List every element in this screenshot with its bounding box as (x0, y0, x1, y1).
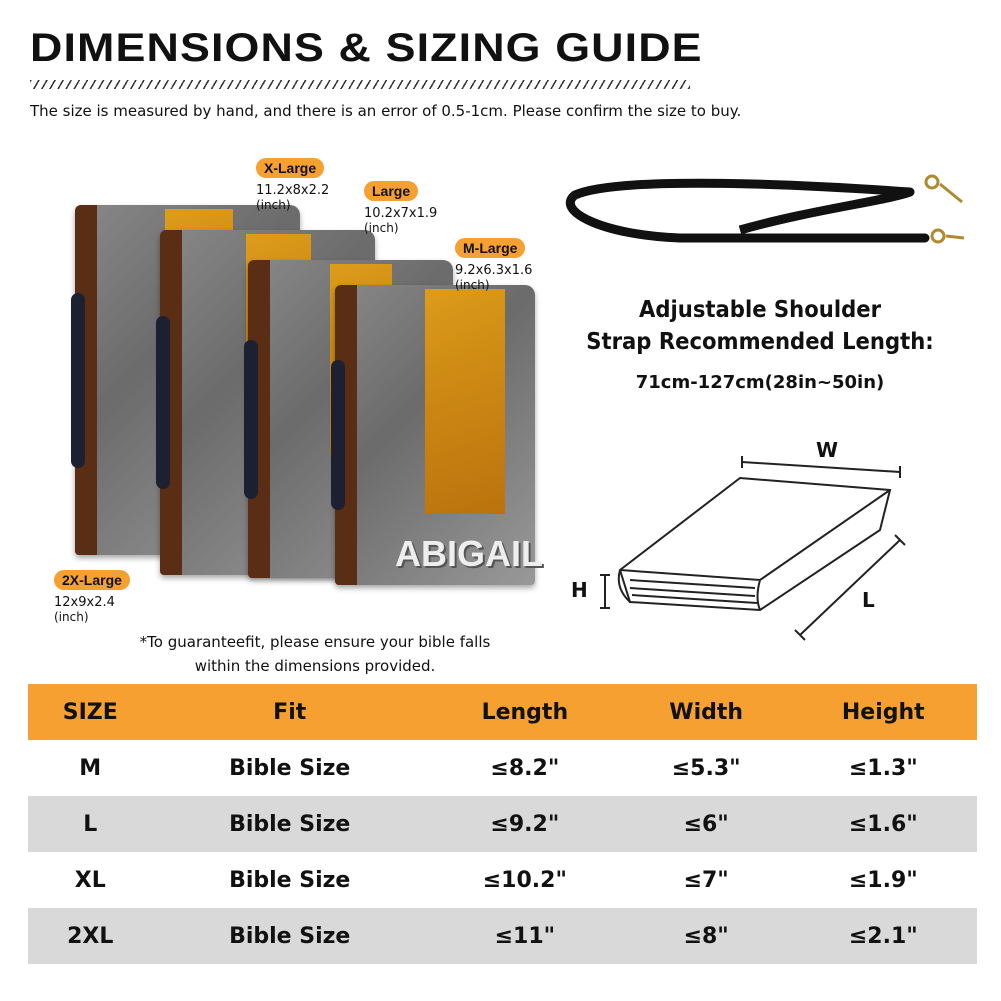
book-diagram (600, 456, 906, 641)
strap-title: Adjustable Shoulder Strap Recommended Len… (586, 297, 934, 355)
cell: ≤8.2" (490, 755, 560, 781)
cell: ≤1.6" (789, 796, 977, 852)
cell: ≤6" (622, 796, 790, 852)
strap-length: 71cm-127cm(28in~50in) (635, 372, 885, 393)
subtitle: The size is measured by hand, and there … (30, 102, 742, 120)
product-image: ABIGAIL (70, 200, 550, 590)
column-header: SIZE (28, 684, 153, 740)
cell: ≤1.3" (848, 755, 918, 781)
cell: M (79, 755, 102, 781)
table-row: XL Bible Size ≤10.2" ≤7" ≤1.9" (28, 852, 977, 908)
cell: ≤8" (622, 908, 790, 964)
size-label-xl: X-Large 11.2x8x2.2 (inch) (256, 158, 330, 212)
height-label: H (571, 578, 588, 602)
size-label-2xl: 2X-Large 12x9x2.4 (inch) (54, 570, 130, 625)
cell: 2XL (28, 908, 153, 964)
cell: ≤11" (426, 908, 623, 964)
cell: ≤7" (683, 867, 729, 893)
cell: Bible Size (229, 867, 351, 893)
page-title: DIMENSIONS & SIZING GUIDE (30, 26, 703, 70)
column-header: Length (426, 684, 623, 740)
cell: ≤10.2" (482, 867, 567, 893)
cell: ≤5.3" (671, 755, 741, 781)
cell: Bible Size (152, 796, 427, 852)
table-row: L Bible Size ≤9.2" ≤6" ≤1.6" (28, 796, 977, 852)
table-row: M Bible Size ≤8.2" ≤5.3" ≤1.3" (28, 740, 977, 796)
cell: Bible Size (229, 755, 351, 781)
table-row: 2XL Bible Size ≤11" ≤8" ≤2.1" (28, 908, 977, 964)
divider (30, 80, 690, 89)
size-table: SIZE Fit Length Width Height M Bible Size… (28, 684, 977, 964)
column-header: Fit (152, 684, 427, 740)
size-label-l: Large 10.2x7x1.9 (inch) (364, 181, 438, 235)
cell: XL (74, 867, 106, 893)
cell: Bible Size (152, 908, 427, 964)
cell: ≤1.9" (848, 867, 918, 893)
cell: L (28, 796, 153, 852)
cover-name: ABIGAIL (395, 533, 543, 574)
length-label: L (862, 588, 875, 612)
width-label: W (816, 438, 839, 462)
fit-note: *To guaranteefit, please ensure your bib… (139, 633, 491, 675)
size-label-ml: M-Large 9.2x6.3x1.6 (inch) (455, 238, 533, 292)
cell: ≤2.1" (789, 908, 977, 964)
cell: ≤9.2" (426, 796, 623, 852)
column-header: Height (789, 684, 977, 740)
table-header: SIZE Fit Length Width Height (28, 684, 977, 740)
strap-image (565, 174, 965, 244)
column-header: Width (622, 684, 790, 740)
